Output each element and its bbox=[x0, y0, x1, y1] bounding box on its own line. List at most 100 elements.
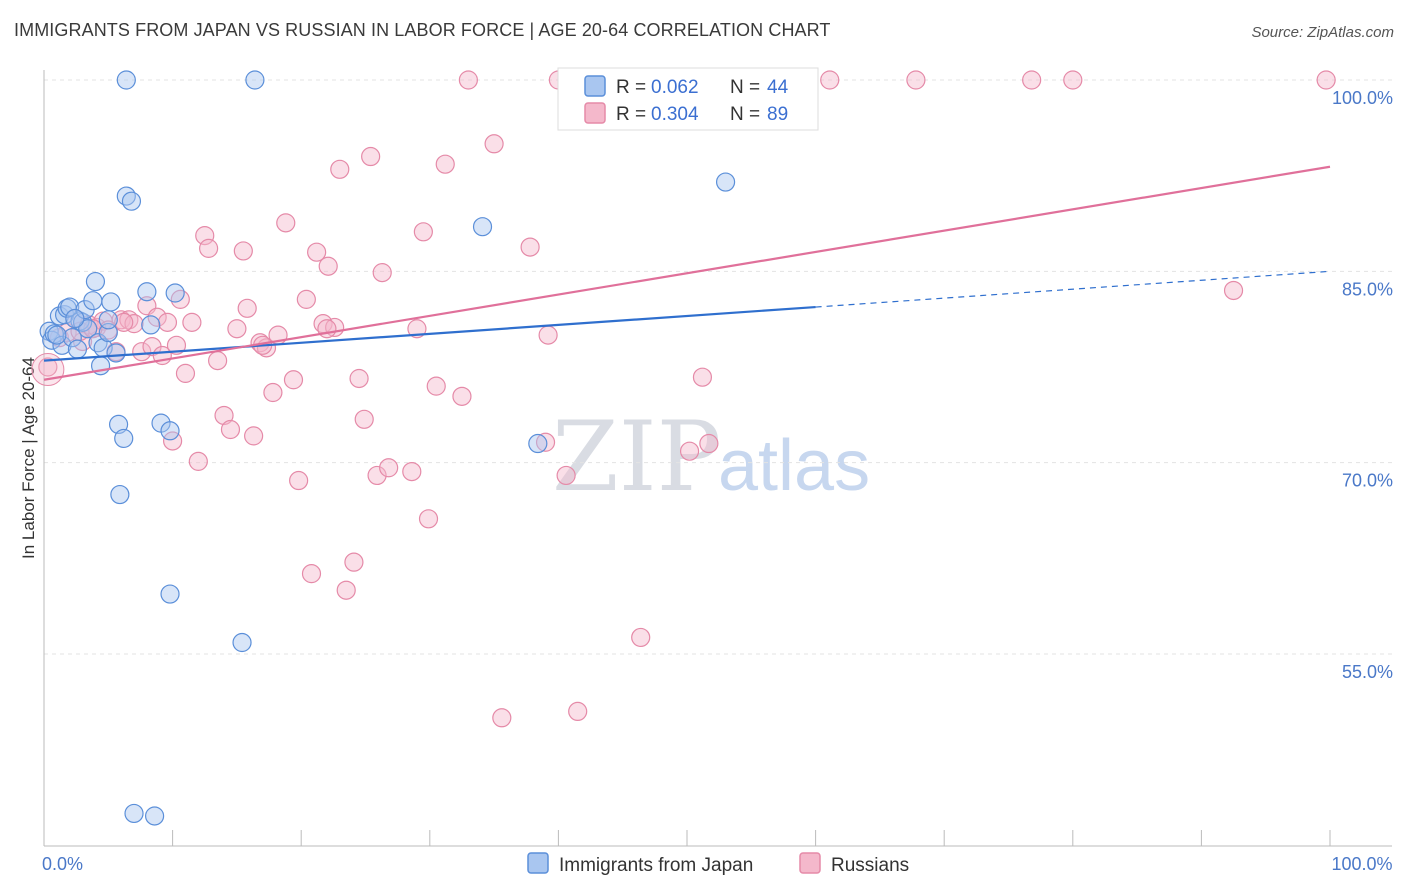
japan-point-30 bbox=[141, 315, 161, 335]
russian-point-61 bbox=[452, 386, 472, 406]
series-russians bbox=[31, 70, 1336, 728]
russian-point-71 bbox=[568, 701, 588, 722]
japan-point-14 bbox=[83, 291, 103, 311]
legend-russian-r-label: R = bbox=[616, 104, 646, 125]
russian-point-22 bbox=[182, 312, 202, 332]
russian-point-59 bbox=[426, 376, 446, 396]
bottom-legend: Immigrants from Japan Russians bbox=[527, 852, 909, 876]
russian-point-0 bbox=[38, 357, 58, 377]
japan-point-13 bbox=[78, 319, 98, 339]
japan-point-15 bbox=[85, 271, 106, 292]
chart-title: IMMIGRANTS FROM JAPAN VS RUSSIAN IN LABO… bbox=[14, 20, 831, 40]
russian-point-67 bbox=[538, 325, 558, 345]
russian-point-39 bbox=[289, 470, 309, 491]
russian-point-46 bbox=[330, 159, 350, 179]
japan-point-23 bbox=[110, 484, 130, 505]
japan-point-7 bbox=[60, 297, 80, 317]
russian-point-62 bbox=[458, 70, 478, 90]
watermark-zip: ZIP bbox=[552, 401, 721, 513]
legend-japan-r-label: R = bbox=[616, 77, 646, 98]
russian-point-27 bbox=[214, 405, 234, 426]
russian-point-21 bbox=[175, 363, 196, 383]
russian-point-74 bbox=[692, 367, 713, 387]
japan-point-24 bbox=[114, 428, 134, 449]
japan-point-31 bbox=[144, 806, 165, 826]
russian-point-77 bbox=[820, 70, 840, 90]
trend-lines bbox=[43, 165, 1331, 381]
japan-point-20 bbox=[101, 292, 121, 312]
legend-russian-swatch bbox=[584, 102, 606, 124]
russian-point-81 bbox=[1223, 280, 1244, 301]
gridlines bbox=[44, 79, 1392, 655]
japan-point-40 bbox=[715, 172, 736, 192]
japan-point-41 bbox=[98, 310, 118, 330]
legend-box: R = 0.062 N = 44 R = 0.304 N = 89 bbox=[557, 67, 819, 131]
japan-point-37 bbox=[245, 70, 265, 90]
russian-point-65 bbox=[520, 237, 540, 257]
russian-point-54 bbox=[379, 458, 399, 478]
y-tick-label-0: 100.0% bbox=[1332, 88, 1393, 108]
legend-japan-r-value: 0.062 bbox=[651, 77, 699, 98]
russian-point-44 bbox=[318, 256, 338, 276]
japan-point-34 bbox=[160, 421, 180, 441]
russian-point-72 bbox=[631, 627, 651, 648]
russian-point-29 bbox=[227, 319, 247, 339]
russian-point-58 bbox=[418, 509, 439, 529]
russian-point-28 bbox=[220, 419, 241, 440]
legend-japan-swatch bbox=[584, 75, 606, 97]
x-tick-labels: 0.0% 100.0% bbox=[42, 854, 1393, 874]
japan-point-9 bbox=[67, 339, 88, 359]
russian-point-30 bbox=[233, 241, 253, 261]
japan-point-27 bbox=[121, 191, 142, 211]
japan-point-39 bbox=[528, 433, 548, 454]
japan-point-21 bbox=[106, 343, 126, 363]
russian-point-75 bbox=[699, 433, 719, 454]
russian-point-41 bbox=[301, 564, 322, 584]
russian-point-31 bbox=[237, 298, 257, 318]
legend-japan-n-label: N = bbox=[730, 77, 760, 98]
russian-point-13 bbox=[132, 342, 152, 362]
russian-point-37 bbox=[276, 213, 296, 233]
japan-point-38 bbox=[472, 217, 493, 237]
russian-point-56 bbox=[407, 319, 427, 339]
russian-point-16 bbox=[147, 307, 167, 327]
y-tick-label-1: 85.0% bbox=[1342, 279, 1393, 299]
watermark-atlas: atlas bbox=[718, 426, 870, 506]
japan-point-33 bbox=[160, 584, 180, 604]
y-tick-label-2: 70.0% bbox=[1342, 471, 1393, 491]
legend-japan-n-value: 44 bbox=[767, 77, 789, 98]
russian-point-55 bbox=[402, 461, 422, 482]
bottom-legend-russian-swatch bbox=[799, 852, 821, 874]
legend-russian-r-value: 0.304 bbox=[651, 104, 699, 125]
bottom-legend-japan-label: Immigrants from Japan bbox=[559, 855, 753, 876]
legend-russian-n-label: N = bbox=[730, 104, 760, 125]
russian-point-57 bbox=[413, 222, 433, 242]
russian-point-51 bbox=[361, 146, 381, 167]
russian-point-26 bbox=[208, 351, 228, 371]
japan-point-43 bbox=[47, 325, 67, 345]
russian-point-53 bbox=[372, 263, 392, 283]
russian-point-35 bbox=[263, 382, 283, 403]
russian-point-24 bbox=[195, 226, 215, 246]
japan-point-42 bbox=[65, 308, 85, 329]
russian-point-73 bbox=[679, 441, 700, 461]
japan-point-29 bbox=[137, 282, 157, 302]
russian-point-40 bbox=[296, 289, 316, 309]
russian-point-42 bbox=[307, 242, 327, 262]
russian-cluster-point bbox=[31, 353, 65, 387]
russian-point-66 bbox=[535, 432, 556, 452]
russian-point-25 bbox=[199, 238, 219, 258]
bottom-legend-japan-swatch bbox=[527, 852, 549, 874]
japan-point-26 bbox=[116, 186, 136, 206]
watermark: ZIP atlas bbox=[552, 401, 870, 513]
bottom-legend-russian-label: Russians bbox=[831, 855, 909, 876]
y-axis-label: In Labor Force | Age 20-64 bbox=[19, 357, 38, 559]
japan-point-16 bbox=[88, 333, 108, 353]
russian-point-63 bbox=[484, 134, 504, 154]
russian-point-38 bbox=[283, 370, 304, 390]
russian-point-85 bbox=[114, 312, 134, 332]
x-tick-label-0: 0.0% bbox=[42, 854, 83, 874]
japan-point-36 bbox=[232, 632, 252, 653]
russian-point-20 bbox=[170, 289, 190, 309]
